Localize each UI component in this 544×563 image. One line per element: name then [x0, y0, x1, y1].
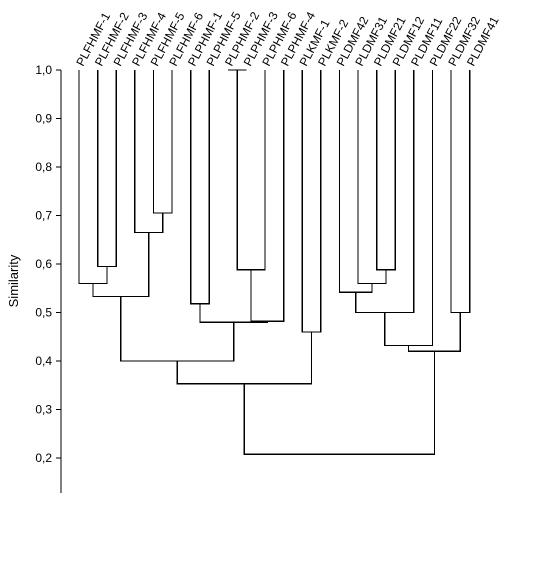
dendrogram-link — [96, 70, 117, 268]
dendrogram-link — [250, 70, 285, 322]
y-tick-label: 1,0 — [35, 63, 52, 77]
dendrogram-link — [355, 70, 415, 314]
dendrogram-link — [450, 70, 471, 314]
dendrogram-branches — [78, 69, 471, 455]
y-tick-label: 0,4 — [35, 354, 52, 368]
leaf-labels: PLFHMF-1PLFHMF-2PLFHMF-3PLFHMF-4PLFHMF-5… — [73, 9, 501, 68]
dendrogram-link — [243, 351, 436, 455]
y-tick-label: 0,6 — [35, 257, 52, 271]
y-axis-title: Similarity — [6, 254, 21, 307]
dendrogram-link — [236, 70, 266, 271]
dendrogram-link — [375, 70, 396, 271]
y-tick-label: 0,2 — [35, 451, 52, 465]
dendrogram-link — [78, 70, 108, 285]
dendrogram-link — [384, 70, 434, 347]
dendrogram-link — [357, 70, 387, 285]
dendrogram-link — [189, 70, 210, 305]
y-axis: 1,0 0,9 0,8 0,7 0,6 0,5 0,4 0,3 0,2 — [35, 63, 62, 493]
dendrogram-link — [301, 70, 322, 333]
dendrogram-link — [92, 232, 150, 298]
dendrogram-link — [338, 70, 373, 293]
y-tick-label: 0,7 — [35, 209, 52, 223]
y-tick-label: 0,5 — [35, 306, 52, 320]
y-tick-label: 0,8 — [35, 160, 52, 174]
dendrogram-link — [199, 303, 268, 323]
dendrogram-link — [176, 331, 313, 385]
y-tick-label: 0,9 — [35, 112, 52, 126]
y-tick-label: 0,3 — [35, 403, 52, 417]
dendrogram-link — [120, 296, 235, 362]
dendrogram-link — [152, 70, 173, 214]
dendrogram-link — [134, 70, 164, 234]
